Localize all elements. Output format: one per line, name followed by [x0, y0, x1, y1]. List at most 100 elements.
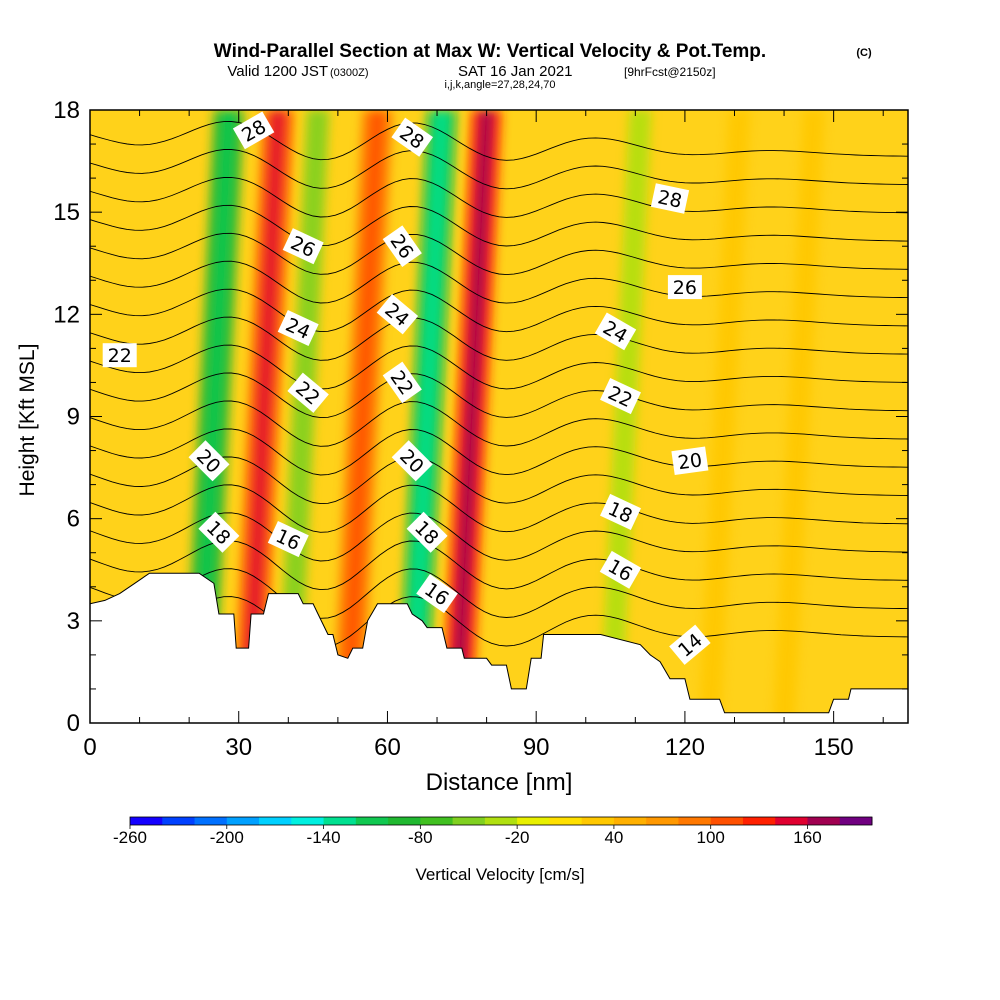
isentrope-line [90, 400, 908, 447]
y-tick-label: 6 [67, 506, 80, 533]
contour-label-box [267, 521, 309, 558]
copyright-mark: (C) [856, 47, 872, 59]
colorbar-swatch [291, 817, 325, 825]
contour-label-box [406, 511, 448, 553]
grid-indices: i,j,k,angle=27,28,24,70 [444, 79, 555, 91]
velocity-band [698, 110, 751, 723]
plot-area [90, 110, 908, 723]
velocity-band-core [241, 110, 286, 723]
contour-label-text: 26 [673, 277, 697, 299]
isentrope-line [90, 428, 908, 476]
velocity-band [773, 110, 825, 723]
y-tick-label: 18 [53, 97, 80, 124]
isentrope-line [90, 316, 908, 361]
x-tick-label: 30 [225, 734, 252, 761]
isentrope-line [90, 484, 908, 533]
colorbar-tick-label: 160 [793, 828, 821, 847]
contour-label-box [277, 309, 319, 347]
forecast-info: [9hrFcst@2150z] [624, 65, 716, 79]
colorbar-swatch [355, 817, 389, 825]
x-tick-label: 120 [665, 734, 705, 761]
x-axis-label: Distance [nm] [426, 769, 573, 796]
colorbar-tick-label: -20 [505, 828, 530, 847]
isentrope-line [90, 204, 908, 247]
colorbar-tick-label: -260 [113, 828, 147, 847]
y-axis-label: Height [Kft MSL] [16, 344, 39, 497]
contour-label-box [671, 446, 709, 476]
colorbar: -260 -200 -140 -80 -20 40 100 160 [113, 816, 873, 847]
contour-label-box [650, 183, 690, 214]
colorbar-swatch [710, 817, 744, 825]
contour-label: 22 [102, 343, 137, 368]
isentrope-line [90, 456, 908, 505]
colorbar-frame [129, 816, 873, 826]
contour-label-box [282, 228, 324, 265]
y-tick-label: 0 [67, 710, 80, 737]
velocity-band [277, 110, 330, 723]
colorbar-swatch [807, 817, 841, 825]
velocity-bands [184, 110, 825, 723]
isentrope-lines [90, 121, 908, 648]
contour-label-box [391, 117, 434, 157]
colorbar-swatch [839, 817, 873, 825]
isentrope-line [90, 149, 908, 190]
y-tick-label: 9 [67, 404, 80, 431]
colorbar-tick-label: -140 [307, 828, 341, 847]
y-tick-label: 12 [53, 301, 80, 328]
contour-label-text: 20 [677, 449, 704, 474]
chart-title: Wind-Parallel Section at Max W: Vertical… [214, 41, 766, 62]
velocity-band-core [341, 110, 385, 723]
colorbar-swatch [226, 817, 260, 825]
valid-utc: (0300Z) [330, 67, 369, 79]
colorbar-swatch [678, 817, 712, 825]
contour-label-text: 22 [108, 345, 132, 367]
contour-label-box [382, 361, 422, 404]
colorbar-swatch [162, 817, 196, 825]
colorbar-swatch [646, 817, 679, 825]
axes: 0 30 60 90 120 150 0 3 6 9 12 15 18 [53, 97, 908, 761]
contour-label-box [669, 624, 711, 665]
contour-label: 20 [188, 440, 230, 482]
isentrope-line [90, 596, 908, 648]
contour-label-box [600, 493, 641, 530]
contour-label-box [600, 378, 641, 415]
x-tick-label: 60 [374, 734, 401, 761]
colorbar-swatch [452, 817, 486, 825]
colorbar-swatch [613, 817, 647, 825]
valid-prefix: Valid 1200 JST [227, 63, 328, 80]
y-tick-label: 15 [53, 199, 80, 226]
colorbar-swatch [742, 817, 776, 825]
isentrope-line [90, 344, 908, 390]
velocity-band-core [192, 110, 236, 723]
isentrope-line [90, 568, 908, 619]
contour-label-box [102, 343, 137, 368]
colorbar-tick-label: -200 [210, 828, 244, 847]
contour-label-box [416, 574, 458, 614]
colorbar-swatch [130, 817, 163, 825]
contour-label-box [382, 225, 422, 268]
colorbar-tick-label: -80 [408, 828, 433, 847]
contour-label-box [594, 312, 637, 351]
contour-label-text: 28 [656, 186, 684, 213]
colorbar-swatch [484, 817, 518, 825]
contour-label: 20 [671, 446, 709, 476]
x-tick-label: 0 [83, 734, 96, 761]
contour-label-box [376, 294, 419, 335]
y-tick-label: 3 [67, 608, 80, 635]
colorbar-tick-label: 100 [697, 828, 725, 847]
valid-time-line: Valid 1200 JST (0300Z) SAT 16 Jan 2021 [… [227, 63, 715, 80]
colorbar-tick-label: 40 [604, 828, 623, 847]
isentrope-line [90, 260, 908, 304]
isentrope-line [90, 512, 908, 562]
contour-label-box [188, 440, 230, 482]
colorbar-swatch [775, 817, 808, 825]
x-tick-label: 150 [814, 734, 854, 761]
isentrope-line [90, 176, 908, 218]
valid-date: SAT 16 Jan 2021 [458, 63, 573, 80]
colorbar-swatch [194, 817, 228, 825]
colorbar-swatch [388, 817, 421, 825]
contour-label-box [232, 111, 275, 150]
contour-label-box [667, 275, 702, 300]
velocity-band-core [405, 110, 449, 723]
